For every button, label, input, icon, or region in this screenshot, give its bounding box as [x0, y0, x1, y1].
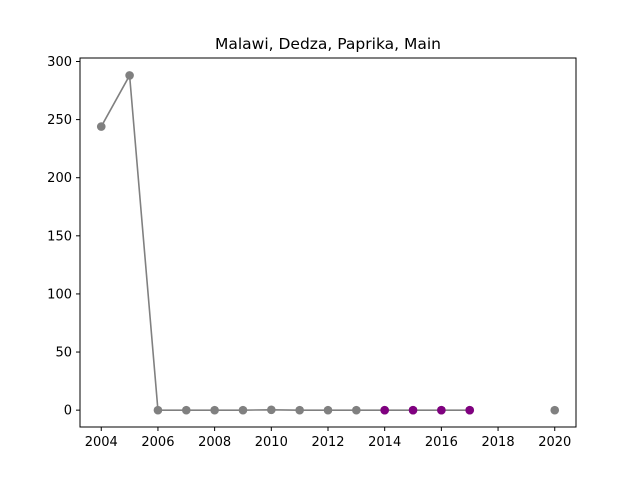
data-point [295, 405, 304, 415]
x-tick-label: 2008 [198, 435, 231, 450]
data-point [181, 405, 191, 415]
x-tick-label: 2018 [482, 435, 515, 450]
y-tick-label: 300 [47, 55, 72, 70]
y-tick-label: 200 [47, 171, 72, 186]
data-point [408, 405, 418, 415]
chart-title: Malawi, Dedza, Paprika, Main [215, 35, 441, 53]
x-tick-label: 2012 [311, 435, 344, 450]
axes: 2004 2006 2008 2010 2012 2014 2016 2018 2020 0 50 1… [47, 55, 571, 450]
x-tick-label: 2004 [85, 435, 118, 450]
series-line [100, 74, 470, 411]
data-point [210, 405, 219, 415]
y-tick-label: 100 [47, 287, 72, 302]
data-point [153, 405, 163, 415]
y-tick-label: 0 [64, 404, 72, 419]
data-point [267, 405, 276, 415]
x-tick-label: 2010 [255, 435, 288, 450]
x-tick-label: 2014 [368, 435, 401, 450]
x-tick-label: 2020 [538, 435, 571, 450]
data-point [380, 405, 389, 415]
x-tick-label: 2016 [425, 435, 458, 450]
data-point [238, 405, 248, 415]
y-tick-label: 50 [55, 346, 72, 361]
data-point [125, 71, 134, 80]
plot-area [96, 71, 560, 415]
x-tick-label: 2006 [141, 435, 174, 450]
data-point [465, 405, 475, 415]
data-point [323, 405, 333, 415]
data-point [437, 405, 446, 415]
data-point [352, 405, 361, 415]
data-point [550, 405, 560, 415]
y-tick-label: 150 [47, 229, 72, 244]
data-point [96, 122, 106, 131]
y-tick-label: 250 [47, 113, 72, 128]
